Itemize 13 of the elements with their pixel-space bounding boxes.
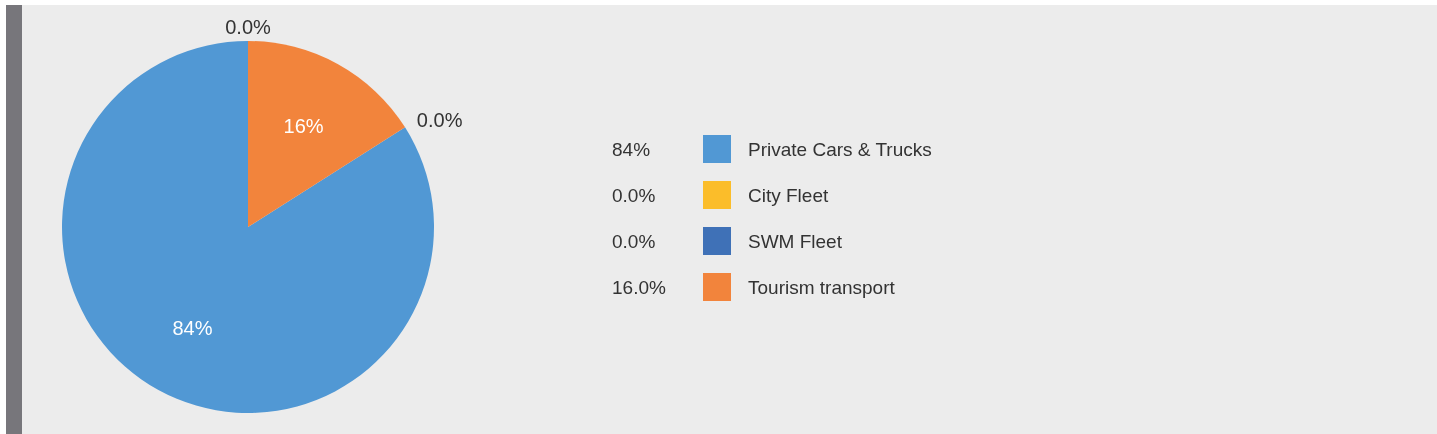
data-label: 16.0% — [612, 276, 666, 298]
legend-label: Tourism transport — [748, 276, 896, 298]
text: 0.0% — [225, 16, 271, 38]
data-label: 84% — [172, 317, 213, 340]
text: 84% — [612, 138, 651, 160]
legend-label: SWM Fleet — [748, 230, 843, 252]
text: 16% — [283, 114, 324, 137]
text: 0.0% — [416, 108, 463, 131]
legend-label: City Fleet — [748, 184, 829, 206]
pie-slice — [248, 41, 406, 227]
text: 0.0% — [612, 184, 656, 206]
legend-label: Private Cars & Trucks — [748, 138, 932, 160]
text: 0.0% — [612, 230, 656, 252]
